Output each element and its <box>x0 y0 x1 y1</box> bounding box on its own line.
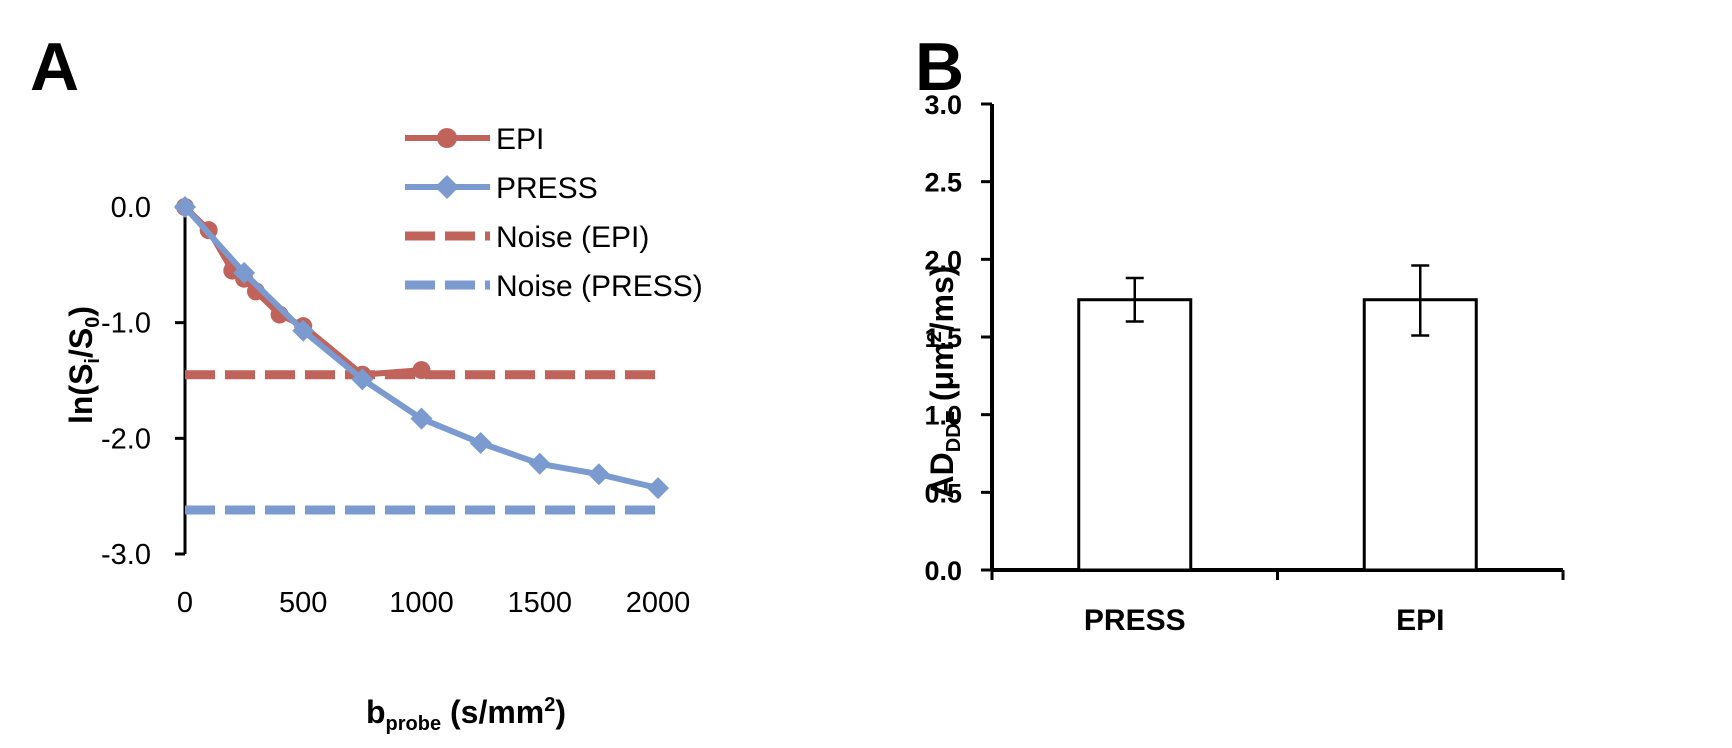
data-point-press <box>410 407 433 430</box>
panel-b-y-axis-title: ADDDE (μm2/ms) <box>924 266 965 499</box>
data-point-press <box>528 452 551 475</box>
svg-text:ln(Si/S0): ln(Si/S0) <box>63 306 104 424</box>
series-line-epi <box>182 204 422 378</box>
data-point-press <box>233 261 256 284</box>
panel-a-y-tick-label: -1.0 <box>101 308 151 340</box>
legend-label-noise-epi: Noise (EPI) <box>496 221 649 254</box>
category-label-press: PRESS <box>1084 604 1186 637</box>
panel-a-label: A <box>30 29 79 105</box>
panel-b-bars: PRESS EPI <box>1077 264 1478 637</box>
panel-b-y-tick-label: 1.0 <box>924 401 962 431</box>
panel-a-axes: 0.0 -1.0 -2.0 -3.0 0 500 1000 1500 2000 <box>101 192 690 619</box>
panel-a-x-tick-label: 0 <box>177 587 193 619</box>
category-label-epi: EPI <box>1396 604 1444 637</box>
bar-press <box>1077 298 1193 572</box>
panel-b-y-tick-label: 2.5 <box>924 168 962 198</box>
panel-b-y-tick-label: 3.0 <box>924 90 962 120</box>
panel-a-y-axis-title: ln(Si/S0) <box>63 306 104 424</box>
data-point-epi <box>412 361 431 380</box>
panel-b-y-tick-label: 1.5 <box>924 323 962 353</box>
data-point-press <box>469 431 492 454</box>
legend-marker-epi <box>437 128 457 148</box>
panel-a-y-tick-label: -2.0 <box>101 423 151 455</box>
panel-b-label: B <box>915 29 964 105</box>
panel-a-y-tick-label: 0.0 <box>111 192 151 224</box>
panel-b-y-tick-label: 0.0 <box>924 556 962 586</box>
legend-label-noise-press: Noise (PRESS) <box>496 270 703 303</box>
legend-marker-press <box>435 175 459 199</box>
panel-b-y-tick-label: 0.5 <box>924 478 962 508</box>
panel-a-x-axis-title: bprobe (s/mm2) <box>366 694 566 735</box>
svg-text:bprobe (s/mm2): bprobe (s/mm2) <box>366 694 566 735</box>
data-point-press <box>647 477 669 500</box>
data-point-press <box>351 368 374 391</box>
data-point-press <box>292 319 315 342</box>
panel-a-y-tick-label: -3.0 <box>101 539 151 571</box>
legend-label-epi: EPI <box>496 123 544 156</box>
panel-a-series <box>174 196 669 515</box>
data-point-press <box>587 463 610 486</box>
bar-epi <box>1362 298 1478 572</box>
panel-a-x-tick-label: 1500 <box>507 587 572 619</box>
panel-a-x-tick-label: 500 <box>279 587 327 619</box>
panel-a-legend: EPI PRESS Noise (EPI) Noise (PRESS) <box>405 123 703 303</box>
svg-text:ADDDE (μm2/ms): ADDDE (μm2/ms) <box>924 266 965 499</box>
panel-b-y-tick-label: 2.0 <box>924 245 962 275</box>
panel-a-x-tick-label: 2000 <box>626 587 691 619</box>
data-point-press <box>174 196 196 218</box>
panel-a-x-tick-label: 1000 <box>389 587 454 619</box>
legend-label-press: PRESS <box>496 172 598 205</box>
